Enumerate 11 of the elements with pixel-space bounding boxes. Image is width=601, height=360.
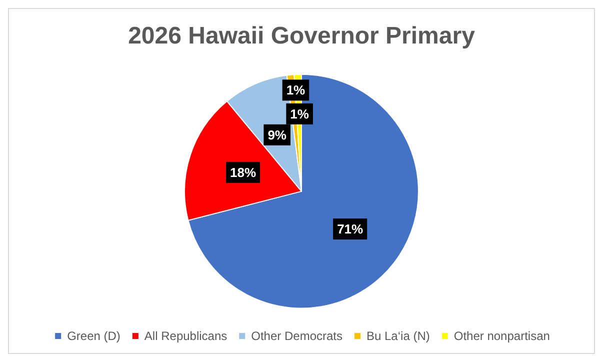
data-label: 71% — [337, 222, 364, 236]
legend-label: Green (D) — [67, 329, 120, 343]
data-label: 18% — [230, 164, 256, 180]
data-label: 9% — [268, 127, 287, 142]
legend-label: All Republicans — [144, 329, 228, 343]
legend-label: Other Democrats — [251, 329, 342, 343]
legend-label: Bu La‘ia (N) — [366, 329, 430, 343]
data-label: 1% — [290, 106, 310, 122]
chart-title: 2026 Hawaii Governor Primary — [128, 22, 476, 50]
data-label: 1% — [286, 82, 306, 98]
legend-label: Other nonpartisan — [454, 329, 550, 343]
